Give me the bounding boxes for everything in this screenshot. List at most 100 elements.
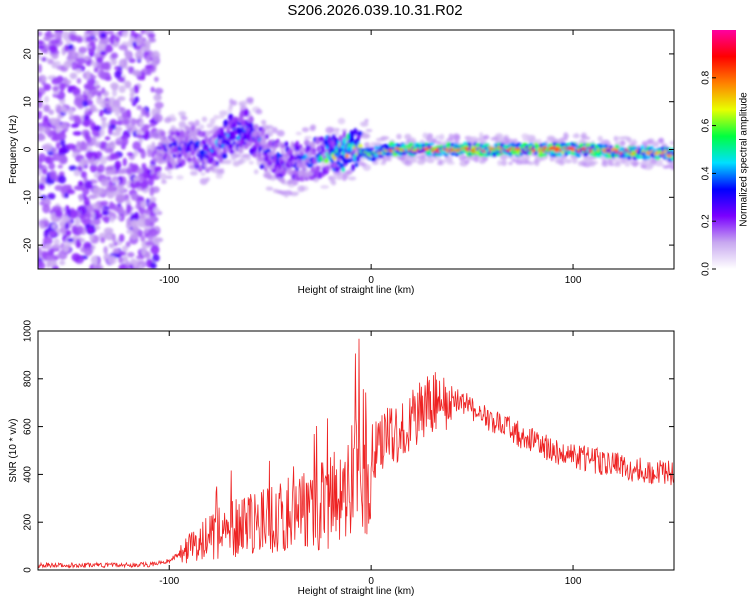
spectrogram-cell xyxy=(125,124,134,130)
spectrogram-cell xyxy=(350,163,355,172)
spectrogram-cell xyxy=(341,167,346,173)
spectrogram-cell xyxy=(134,211,139,221)
spectrogram-cell xyxy=(313,177,319,183)
spectrogram-cell xyxy=(272,188,279,194)
spectrogram-cell xyxy=(140,201,147,209)
spectrogram-cell xyxy=(205,177,210,182)
spectrogram-cell xyxy=(38,191,41,196)
spectrogram-cell xyxy=(89,163,98,173)
spectrogram-cell xyxy=(501,159,507,166)
spectrogram-cell xyxy=(130,219,139,227)
chart-title: S206.2026.039.10.31.R02 xyxy=(287,2,463,19)
spectrogram-cell xyxy=(130,30,135,37)
spectrogram-cell xyxy=(392,152,399,157)
spectrogram-cell xyxy=(38,110,43,116)
colorbar: 0.0 0.2 0.4 0.6 0.8 Normalized spectral ampli… xyxy=(701,30,750,276)
spectrogram-cell xyxy=(85,70,91,80)
spectrogram-cell xyxy=(118,256,124,264)
spectrogram-cell xyxy=(519,151,524,157)
spectrogram-cell xyxy=(632,161,639,167)
spectrogram-cell xyxy=(76,140,82,147)
spectrogram-cell xyxy=(114,179,120,184)
spectrogram-cell xyxy=(111,88,117,97)
spectrogram-cell xyxy=(354,162,359,168)
spectrogram-cell xyxy=(65,229,72,237)
spectrogram-cell xyxy=(310,166,316,174)
colorbar-label: Normalized spectral amplitude xyxy=(739,92,750,227)
spectrogram-cell xyxy=(104,136,111,141)
spectrogram-cell xyxy=(215,173,223,179)
spectrogram-cell xyxy=(355,155,361,163)
spectrogram-cell xyxy=(582,135,588,140)
spectrogram-cell xyxy=(558,152,563,157)
spectrogram-cell xyxy=(511,159,521,163)
spectrogram-cell xyxy=(620,158,629,164)
spectrogram-cell xyxy=(227,143,234,150)
spectrogram-cell xyxy=(276,190,285,195)
spectrogram-cell xyxy=(375,137,385,142)
spectrogram-cell xyxy=(655,162,665,167)
spectrogram-cell xyxy=(428,152,433,157)
spectrogram-cell xyxy=(48,33,55,39)
spectrogram-cell xyxy=(66,189,76,195)
spectrogram-cell xyxy=(147,148,152,158)
spectrogram-cell xyxy=(416,154,426,160)
spectrogram-cell xyxy=(154,101,164,109)
spectrogram-cell xyxy=(248,160,254,165)
spectrogram-cell xyxy=(437,153,443,157)
spectrogram-cell xyxy=(118,85,126,93)
spectrogram-cell xyxy=(100,200,109,206)
spectrogram-cell xyxy=(73,169,81,177)
spectrogram-cell xyxy=(650,145,654,150)
spectrogram-cell xyxy=(117,96,126,102)
spectrogram-cell xyxy=(103,246,108,255)
spectrogram-cell xyxy=(64,44,69,52)
spectrogram-cell xyxy=(122,136,129,146)
spectrogram-cell xyxy=(101,216,107,221)
spectrogram-cell xyxy=(131,193,138,201)
spectrogram-cell xyxy=(46,255,54,261)
spectrogram-cell xyxy=(108,126,113,136)
spectrogram-cell xyxy=(652,141,660,148)
spectrogram-cell xyxy=(67,237,74,243)
spectrogram-cell xyxy=(342,130,347,139)
spectrogram-cell xyxy=(324,165,331,171)
spectrogram-cell xyxy=(66,143,76,150)
spectrogram-xtick-label: -100 xyxy=(159,275,179,286)
spectrogram-cell xyxy=(124,80,132,89)
spectrogram-cell xyxy=(346,158,353,163)
spectrogram-cell xyxy=(364,118,369,123)
spectrogram-cell xyxy=(55,141,61,149)
spectrogram-cell xyxy=(38,91,43,99)
colorbar-tick-label: 0.4 xyxy=(701,166,712,180)
spectrogram-cell xyxy=(142,124,151,129)
spectrogram-cell xyxy=(479,159,486,164)
spectrogram-cell xyxy=(180,115,188,121)
spectrogram-cell xyxy=(98,232,108,240)
spectrogram-cell xyxy=(134,180,142,188)
spectrogram-cell xyxy=(671,151,674,157)
spectrogram-cell xyxy=(121,118,131,126)
spectrogram-cell xyxy=(227,107,233,113)
spectrogram-cell xyxy=(110,52,119,59)
spectrogram-cell xyxy=(320,185,330,189)
spectrogram-cell xyxy=(473,156,480,163)
spectrogram-cell xyxy=(223,119,229,128)
spectrogram-cell xyxy=(372,161,379,165)
spectrogram-cell xyxy=(126,229,134,235)
spectrogram-cell xyxy=(412,151,418,155)
spectrogram-cell xyxy=(101,210,110,216)
spectrogram-cell xyxy=(129,36,135,44)
spectrogram-cell xyxy=(148,234,154,244)
spectrogram-cell xyxy=(48,45,58,53)
spectrogram-cell xyxy=(109,82,119,90)
spectrogram-cell xyxy=(233,153,242,158)
spectrogram-cell xyxy=(657,138,664,143)
spectrogram-cell xyxy=(96,95,103,105)
spectrogram-cell xyxy=(159,130,166,137)
spectrogram-cell xyxy=(396,144,402,148)
spectrogram-cell xyxy=(62,77,68,85)
spectrogram-cell xyxy=(149,196,157,203)
spectrogram-cell xyxy=(38,134,46,141)
spectrogram-cell xyxy=(50,38,60,45)
